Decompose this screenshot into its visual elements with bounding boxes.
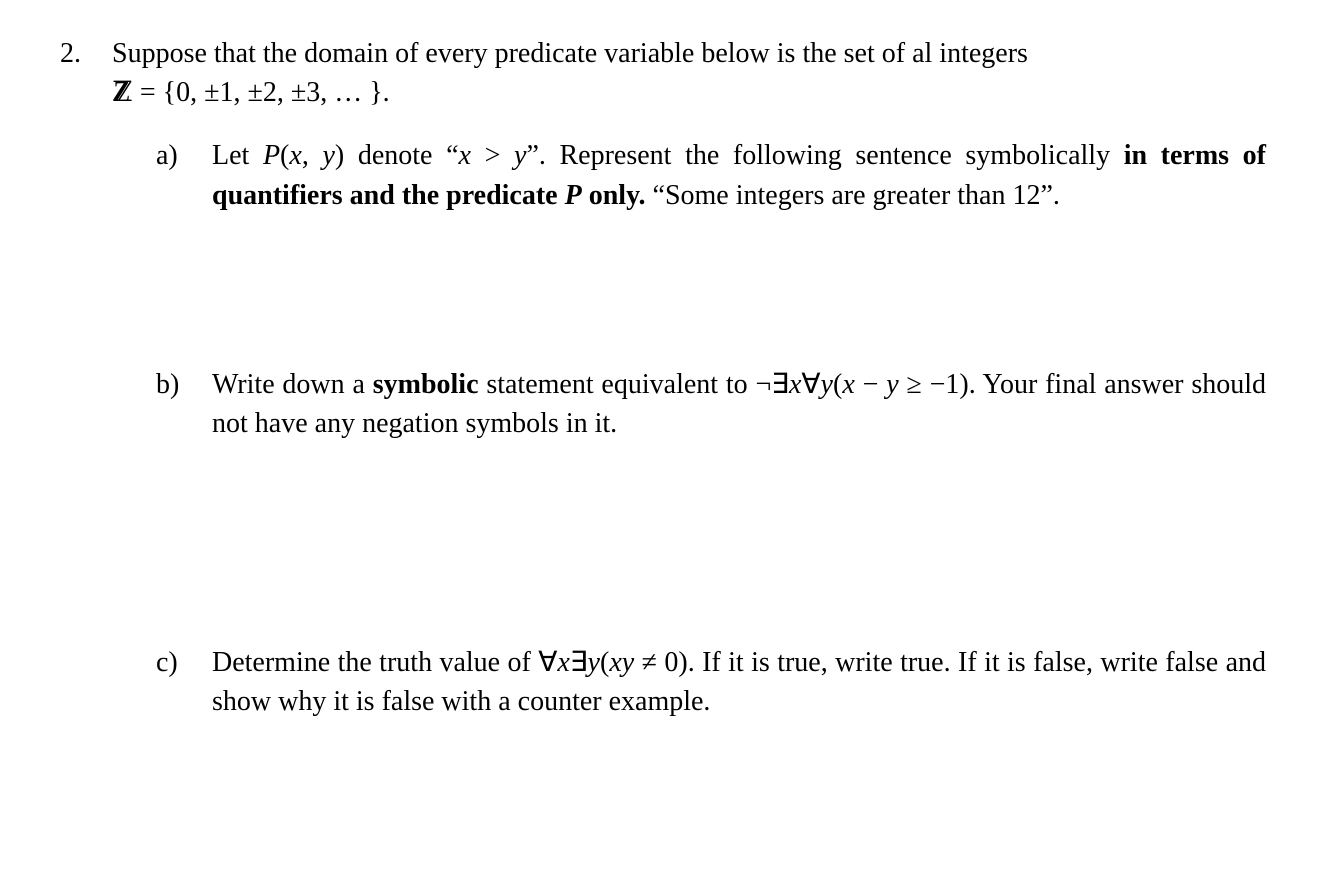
problem-intro: Suppose that the domain of every predica… xyxy=(112,34,1266,112)
gt-sign: > xyxy=(471,140,514,171)
geq-expr: ≥ −1) xyxy=(899,369,969,400)
var-x: x xyxy=(289,140,301,171)
blank-space-b xyxy=(156,443,1266,643)
var-x: x xyxy=(789,369,801,400)
var-x: x xyxy=(842,369,854,400)
bold-P: P xyxy=(565,180,582,211)
text-seg: Write down a xyxy=(212,369,373,400)
subpart-c-text: Determine the truth value of ∀x∃y(xy ≠ 0… xyxy=(212,643,1266,721)
exists-symbol: ∃ xyxy=(570,647,588,678)
subpart-b-label: b) xyxy=(156,365,212,404)
var-xy: xy xyxy=(609,647,634,678)
problem-body: Suppose that the domain of every predica… xyxy=(112,34,1266,722)
problem-2: 2. Suppose that the domain of every pred… xyxy=(60,34,1266,722)
text-seg: “Some integers are greater than 12”. xyxy=(646,180,1060,211)
intro-text-line1: Suppose that the domain of every predica… xyxy=(112,38,1028,69)
text-seg: denote “ xyxy=(344,140,458,171)
subparts-container: a) Let P(x, y) denote “x > y”. Represent… xyxy=(112,136,1266,721)
paren-open: ( xyxy=(280,140,289,171)
bold-symbolic: symbolic xyxy=(373,369,479,400)
var-P: P xyxy=(263,140,280,171)
var-y: y xyxy=(322,140,334,171)
set-braces: {0, ±1, ±2, ±3, … }. xyxy=(163,77,390,108)
text-seg: ”. Represent the following sentence symb… xyxy=(526,140,1123,171)
equals-sign: = xyxy=(133,77,163,108)
text-seg: Let xyxy=(212,140,263,171)
domain-set: ℤ = {0, ±1, ±2, ±3, … }. xyxy=(112,77,390,108)
subpart-a-label: a) xyxy=(156,136,212,175)
comma: , xyxy=(302,140,323,171)
paren-open: ( xyxy=(833,369,842,400)
text-seg: statement equivalent to ¬∃ xyxy=(479,369,789,400)
bold-phrase-2: only. xyxy=(582,180,646,211)
problem-number: 2. xyxy=(60,34,112,73)
blank-space-a xyxy=(156,215,1266,365)
var-y: y xyxy=(886,369,898,400)
var-x: x xyxy=(557,647,569,678)
subpart-b-text: Write down a symbolic statement equivale… xyxy=(212,365,1266,443)
subpart-a: a) Let P(x, y) denote “x > y”. Represent… xyxy=(156,136,1266,214)
var-y: y xyxy=(821,369,833,400)
subpart-c: c) Determine the truth value of ∀x∃y(xy … xyxy=(156,643,1266,721)
subpart-b: b) Write down a symbolic statement equiv… xyxy=(156,365,1266,443)
neq-expr: ≠ 0) xyxy=(634,647,688,678)
text-seg: Determine the truth value of ∀ xyxy=(212,647,557,678)
minus-sign: − xyxy=(855,369,886,400)
var-y: y xyxy=(514,140,526,171)
forall-symbol: ∀ xyxy=(801,369,820,400)
var-y: y xyxy=(588,647,600,678)
paren-open: ( xyxy=(600,647,609,678)
subpart-a-text: Let P(x, y) denote “x > y”. Represent th… xyxy=(212,136,1266,214)
document-page: 2. Suppose that the domain of every pred… xyxy=(0,0,1326,882)
blackboard-z: ℤ xyxy=(112,73,133,112)
paren-close: ) xyxy=(335,140,344,171)
subpart-c-label: c) xyxy=(156,643,212,682)
var-x: x xyxy=(459,140,471,171)
